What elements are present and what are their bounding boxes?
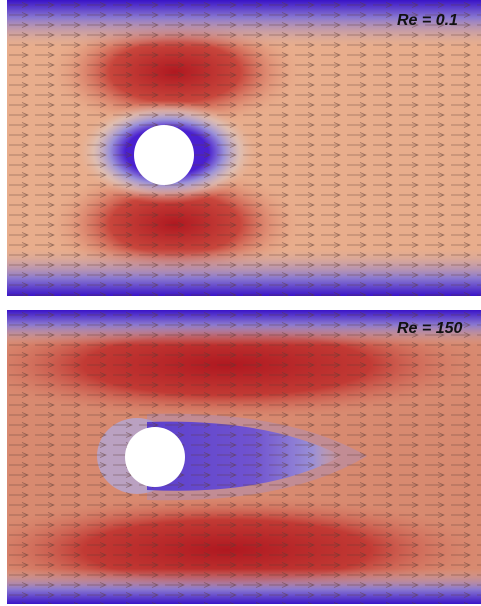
flow-panel-low-re: Re = 0.1 <box>7 0 481 296</box>
velocity-field-plot-high-re <box>7 310 481 604</box>
velocity-arrows <box>7 310 481 604</box>
cylinder-obstacle <box>125 427 185 487</box>
velocity-field-plot-low-re <box>7 0 481 296</box>
flow-panel-high-re: Re = 150 <box>7 310 481 604</box>
velocity-arrows <box>7 0 481 296</box>
cylinder-obstacle <box>134 125 194 185</box>
reynolds-number-label: Re = 0.1 <box>397 12 458 29</box>
reynolds-number-label: Re = 150 <box>397 320 463 337</box>
